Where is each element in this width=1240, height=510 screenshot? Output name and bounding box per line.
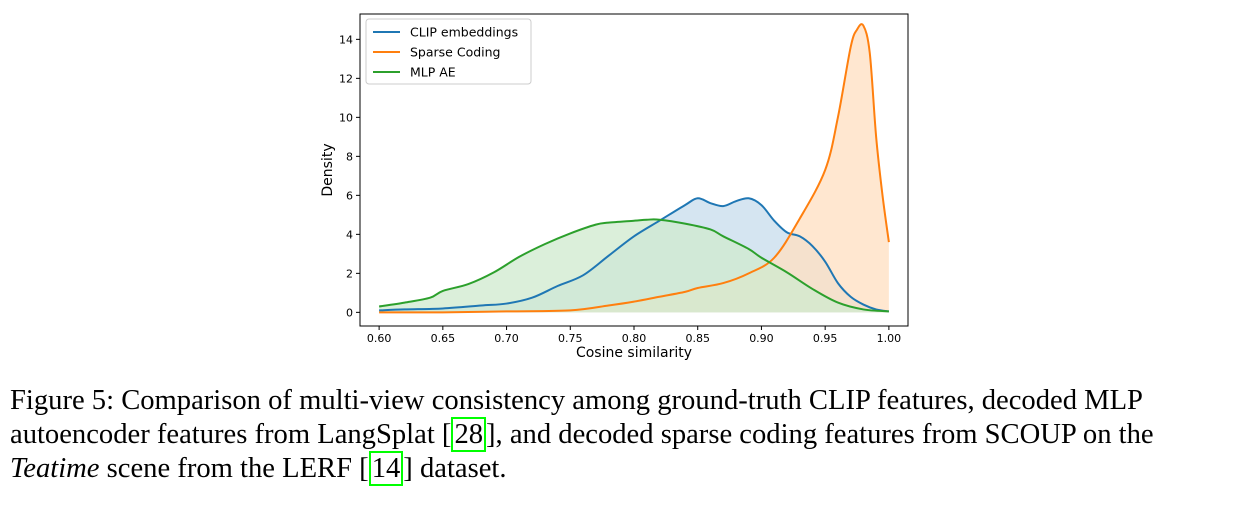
y-tick-label: 12 — [339, 72, 353, 85]
x-tick-label: 0.75 — [558, 332, 583, 345]
caption-line-2-end: ], and decoded sparse coding features fr… — [486, 419, 1154, 450]
y-tick-label: 14 — [339, 33, 353, 46]
x-tick-label: 0.95 — [813, 332, 838, 345]
caption-line-3-end: ] dataset. — [403, 453, 507, 484]
legend-label-clip-embeddings: CLIP embeddings — [410, 25, 518, 40]
x-tick-label: 0.65 — [431, 332, 456, 345]
x-tick-label: 1.00 — [877, 332, 902, 345]
line-sparse-coding — [379, 23, 890, 314]
area-mlp-ae — [379, 219, 889, 313]
y-axis-label: Density — [320, 143, 336, 196]
citation-link-28[interactable]: 28 — [451, 417, 487, 452]
y-tick-label: 2 — [346, 267, 353, 280]
y-tick-label: 10 — [339, 111, 353, 124]
line-mlp-ae — [378, 218, 889, 313]
x-axis-label: Cosine similarity — [576, 345, 692, 361]
line-clip-embeddings — [379, 197, 890, 313]
y-tick-label: 8 — [346, 150, 353, 163]
caption-line-1: Figure 5: Comparison of multi-view consi… — [10, 385, 1143, 416]
caption-line-2-start: autoencoder features from LangSplat [ — [10, 419, 452, 450]
density-lines — [378, 23, 890, 314]
x-tick-label: 0.80 — [622, 332, 647, 345]
legend-box — [365, 18, 532, 85]
legend: CLIP embeddings Sparse Coding MLP AE — [365, 18, 532, 85]
y-tick-label: 6 — [346, 189, 353, 202]
y-tick-label: 0 — [346, 306, 353, 319]
x-tick-label: 0.90 — [749, 332, 774, 345]
caption-scene-name: Teatime — [10, 453, 100, 484]
legend-label-sparse-coding: Sparse Coding — [410, 45, 501, 60]
caption-line-3-mid: scene from the LERF [ — [99, 453, 369, 484]
x-axis-ticks: 0.60 0.65 0.70 0.75 0.80 0.85 0.90 0.95 1.00 — [367, 326, 901, 345]
x-tick-label: 0.60 — [367, 332, 392, 345]
citation-link-14[interactable]: 14 — [368, 451, 404, 486]
x-tick-label: 0.70 — [494, 332, 519, 345]
y-tick-label: 4 — [346, 228, 353, 241]
density-chart: 0.60 0.65 0.70 0.75 0.80 0.85 0.90 0.95 1.00 0 2 4… — [320, 13, 909, 361]
y-axis-ticks: 0 2 4 6 8 10 12 14 — [339, 33, 360, 319]
figure-caption: Figure 5: Comparison of multi-view consi… — [10, 384, 1232, 486]
legend-label-mlp-ae: MLP AE — [410, 65, 456, 80]
x-tick-label: 0.85 — [685, 332, 710, 345]
